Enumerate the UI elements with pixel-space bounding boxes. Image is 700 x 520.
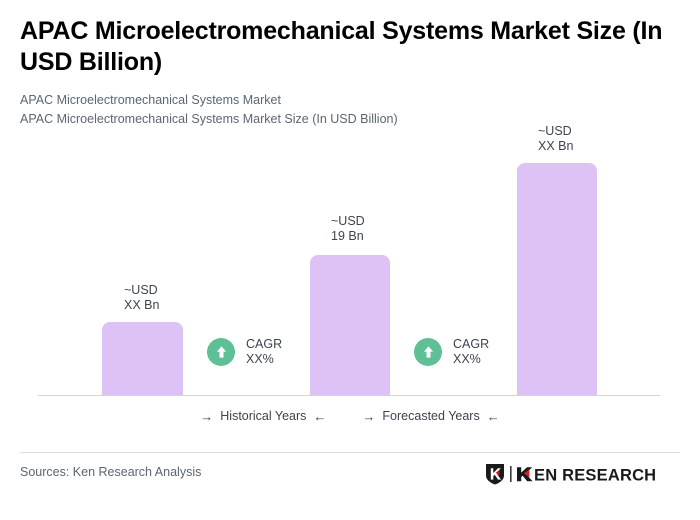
bar-value-line-2: 19 Bn [331, 229, 364, 243]
ken-research-shield-icon [486, 464, 504, 485]
logo-divider [510, 466, 512, 482]
forecasted-years-group: → Forecasted Years ← [362, 409, 499, 423]
cagr-value: XX% [246, 351, 274, 366]
bar-value-line-1: ~USD [124, 283, 158, 297]
arrow-right-icon: → [362, 408, 376, 424]
cagr-badge-2: CAGR XX% [414, 337, 489, 366]
subtitle-line-1: APAC Microelectromechanical Systems Mark… [20, 93, 281, 107]
cagr-title: CAGR [453, 337, 490, 351]
arrow-right-icon: → [200, 408, 214, 424]
bar-mid [310, 255, 390, 395]
bar-value-line-1: ~USD [538, 124, 572, 138]
years-band: → Historical Years ← → Forecasted Years … [0, 409, 700, 423]
forecasted-years-label: Forecasted Years [382, 409, 480, 423]
historical-years-label: Historical Years [220, 409, 307, 423]
subtitle-group: APAC Microelectromechanical Systems Mark… [20, 91, 680, 129]
arrow-up-icon [414, 337, 442, 366]
arrow-left-icon: ← [486, 408, 500, 424]
cagr-value: XX% [453, 351, 481, 366]
subtitle-line-2: APAC Microelectromechanical Systems Mark… [20, 112, 398, 126]
bar-value-line-2: XX Bn [124, 298, 160, 312]
bar-forecast [517, 163, 597, 395]
sources-text: Sources: Ken Research Analysis [20, 465, 202, 479]
arrow-left-icon: ← [313, 408, 327, 424]
cagr-label: CAGR XX% [246, 337, 282, 366]
page-title: APAC Microelectromechanical Systems Mark… [20, 17, 663, 76]
cagr-title: CAGR [246, 337, 283, 351]
bar-value-label: ~USD XX Bn [538, 124, 573, 154]
bar-value-label: ~USD XX Bn [124, 283, 159, 313]
footer-divider [20, 452, 680, 453]
historical-years-group: → Historical Years ← [200, 409, 326, 423]
arrow-up-icon [207, 337, 235, 366]
cagr-label: CAGR XX% [453, 337, 489, 366]
logo-wordmark: EN RESEARCH [517, 466, 656, 484]
ken-research-logo: EN RESEARCH [484, 463, 656, 485]
x-axis-line [38, 395, 660, 396]
bar-historical [102, 322, 183, 395]
bar-value-line-1: ~USD [331, 214, 365, 228]
bar-value-label: ~USD 19 Bn [331, 214, 365, 244]
svg-text:EN RESEARCH: EN RESEARCH [534, 466, 656, 484]
plot-area: ~USD XX Bn ~USD 19 Bn ~USD XX Bn CAGR [0, 124, 700, 423]
bar-value-line-2: XX Bn [538, 139, 574, 153]
cagr-badge-1: CAGR XX% [207, 337, 282, 366]
chart-header: APAC Microelectromechanical Systems Mark… [20, 16, 680, 129]
